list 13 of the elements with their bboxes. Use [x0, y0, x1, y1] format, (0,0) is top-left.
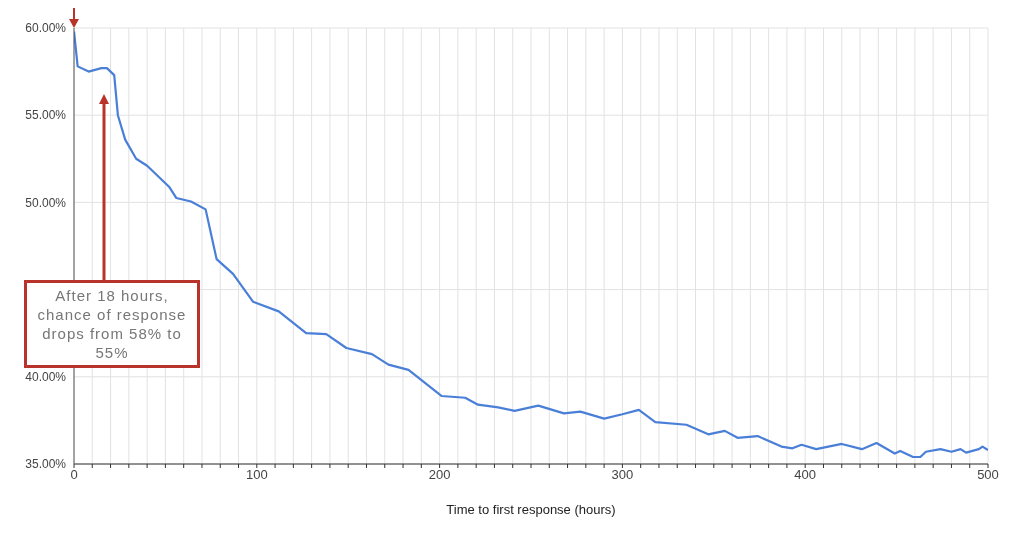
y-tick-label: 60.00% — [25, 21, 67, 36]
y-tick-label: 40.00% — [25, 370, 67, 385]
x-axis-title: Time to first response (hours) — [446, 502, 616, 517]
y-tick-label: 50.00% — [25, 195, 67, 210]
x-tick-label: 200 — [428, 467, 451, 483]
annotation: After 18 hours, chance of response drops from 58% to 55% — [24, 280, 200, 368]
x-tick-label: 100 — [245, 467, 268, 483]
x-tick-label: 0 — [70, 467, 78, 483]
y-tick-label: 55.00% — [25, 108, 67, 123]
x-tick-label: 300 — [611, 467, 634, 483]
x-tick-label: 400 — [794, 467, 817, 483]
x-tick-label: 500 — [977, 467, 999, 483]
y-tick-label: 35.00% — [25, 457, 67, 472]
